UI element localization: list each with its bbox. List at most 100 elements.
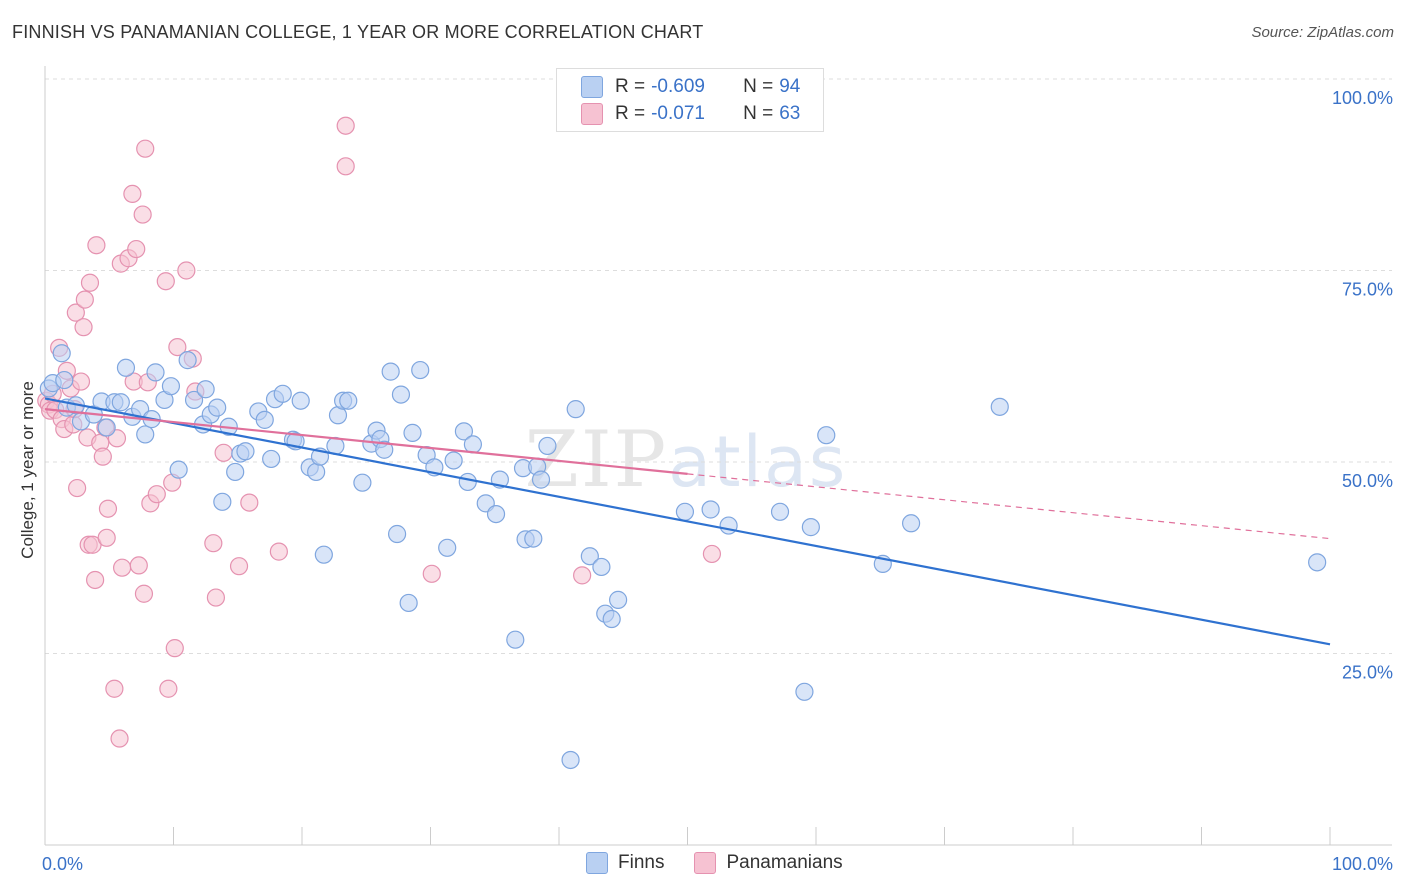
legend-row-finns: R = -0.609 N = 94 xyxy=(581,75,800,99)
finns-point xyxy=(97,418,116,437)
bottom-legend-pan: Panamanians xyxy=(694,852,843,874)
panamanians-point xyxy=(68,478,87,498)
finns-point xyxy=(236,442,255,461)
finns-point xyxy=(161,377,181,396)
finns-point xyxy=(273,384,292,403)
finns-point xyxy=(801,518,820,537)
finns-point xyxy=(169,460,188,479)
panamanians-point xyxy=(168,338,187,357)
finns-point xyxy=(353,473,372,492)
finns-point xyxy=(531,470,551,489)
finns-point xyxy=(580,547,599,566)
panamanians-point xyxy=(86,570,105,590)
finns-swatch xyxy=(581,76,603,98)
panamanians-point xyxy=(98,499,118,518)
finns-point xyxy=(307,462,326,482)
finns-point xyxy=(458,472,477,492)
pan-swatch xyxy=(581,103,603,125)
panamanians-point xyxy=(129,556,148,575)
panamanians-point xyxy=(80,273,100,292)
panamanians-point xyxy=(147,485,166,504)
panamanians-point xyxy=(105,679,124,698)
finns-point xyxy=(52,344,71,363)
finns-point xyxy=(262,449,281,469)
panamanians-point xyxy=(110,729,129,748)
finns-point xyxy=(411,360,430,380)
panamanians-point xyxy=(240,493,259,512)
panamanians-point xyxy=(159,679,178,698)
panamanians-point xyxy=(214,443,233,462)
chart-title: FINNISH VS PANAMANIAN COLLEGE, 1 YEAR OR… xyxy=(12,22,704,42)
y-tick-label: 100.0% xyxy=(1332,88,1393,108)
finns-point xyxy=(111,393,130,412)
watermark: ZIPatlas xyxy=(525,415,848,505)
finns-point xyxy=(719,516,738,535)
finns-point xyxy=(136,425,155,444)
finns-point xyxy=(184,390,204,410)
panamanians-point xyxy=(71,372,91,391)
panamanians-point xyxy=(156,272,175,291)
panamanians-point xyxy=(93,447,112,466)
panamanians-point xyxy=(133,205,152,224)
source-label: Source: ZipAtlas.com xyxy=(1251,24,1394,41)
finns-point xyxy=(339,391,358,410)
panamanians-point xyxy=(206,588,226,607)
finns-point xyxy=(255,410,274,429)
finns-point xyxy=(178,351,197,370)
finns-point xyxy=(196,380,215,399)
finns-point xyxy=(795,682,814,701)
finns-r-value: -0.609 xyxy=(651,76,705,97)
x-tick-label-max: 100.0% xyxy=(1332,854,1393,874)
finns-point xyxy=(55,370,74,390)
finns-point xyxy=(524,529,543,548)
panamanians-point xyxy=(127,239,146,259)
finns-point xyxy=(538,436,557,456)
finns-point xyxy=(381,362,400,381)
finns-point xyxy=(1308,553,1327,572)
pan-n-label: N = xyxy=(743,103,774,124)
bottom-pan-swatch xyxy=(694,852,717,874)
panamanians-point xyxy=(134,584,154,603)
panamanians-point xyxy=(112,558,132,577)
finns-point xyxy=(506,630,525,649)
finns-point xyxy=(387,524,407,544)
trend-lines xyxy=(44,397,1331,646)
panamanians-point xyxy=(74,318,93,337)
panamanians-point xyxy=(269,542,288,561)
finns-point xyxy=(566,400,585,419)
bottom-legend: Finns Panamanians xyxy=(586,852,873,874)
finns-point xyxy=(901,514,921,533)
panamanians-trend-extension xyxy=(687,473,1331,540)
axes xyxy=(44,66,1392,846)
bottom-legend-finns: Finns xyxy=(586,852,664,874)
panamanians-point xyxy=(75,290,94,309)
finns-point xyxy=(675,502,695,521)
finns-r-label: R = xyxy=(615,76,646,97)
finns-point xyxy=(990,397,1009,416)
panamanians-point xyxy=(165,639,184,658)
finns-point xyxy=(701,500,720,519)
finns-point xyxy=(399,593,418,613)
finns-point xyxy=(444,451,463,470)
panamanians-point xyxy=(422,564,441,583)
panamanians-trend-line xyxy=(44,408,688,475)
panamanians-point xyxy=(97,528,116,547)
finns-point xyxy=(561,750,580,770)
finns-point xyxy=(116,358,136,377)
panamanians-point xyxy=(336,116,355,135)
y-tick-label: 75.0% xyxy=(1342,280,1393,300)
panamanians-point xyxy=(573,566,592,585)
pan-n-value: 63 xyxy=(779,103,801,124)
panamanians-point xyxy=(177,261,196,280)
finns-point xyxy=(403,423,422,442)
finns-trend-line xyxy=(44,397,1331,646)
panamanians-point xyxy=(87,236,106,255)
panamanians-point xyxy=(66,303,85,322)
y-tick-label: 25.0% xyxy=(1342,663,1393,683)
finns-point xyxy=(817,426,836,445)
panamanians-point xyxy=(136,139,155,158)
pan-r-value: -0.071 xyxy=(651,103,705,124)
finns-point xyxy=(602,609,621,629)
finns-points xyxy=(39,344,1327,770)
